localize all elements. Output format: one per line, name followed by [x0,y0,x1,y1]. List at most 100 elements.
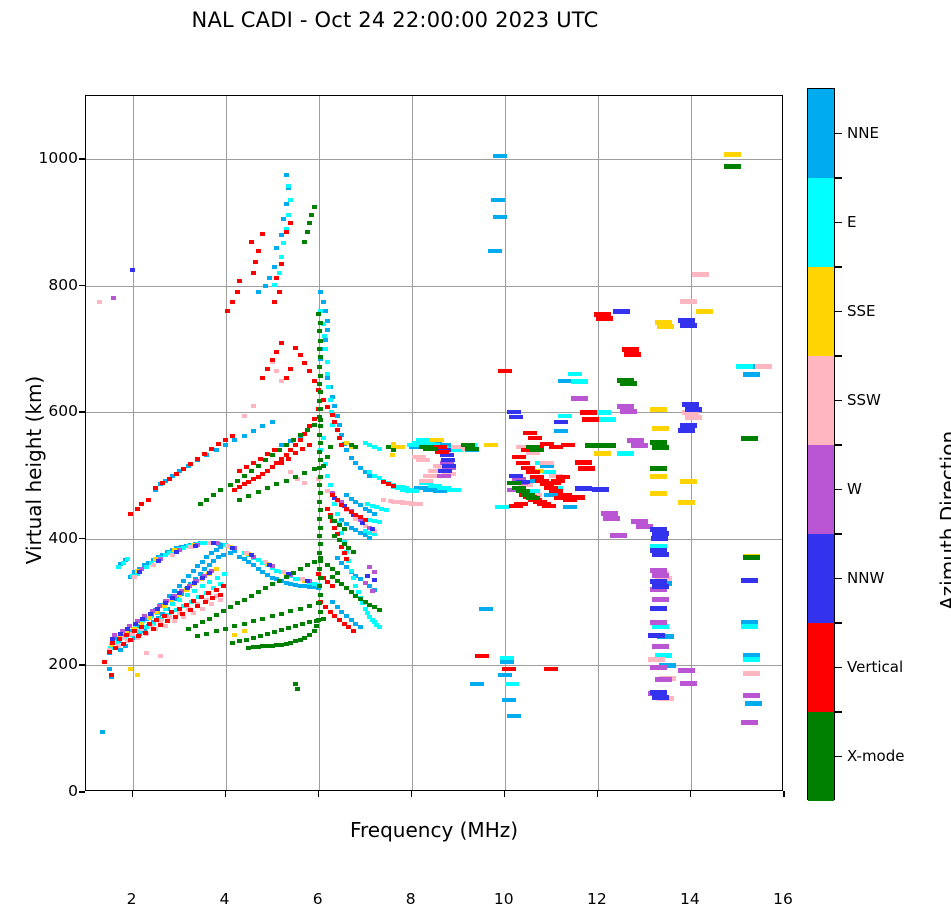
data-point [162,478,168,483]
data-point [317,432,323,437]
data-point [211,586,216,591]
data-point [348,617,354,622]
data-point [213,548,219,553]
data-point [125,557,131,562]
data-point [495,505,510,510]
data-point [283,574,289,579]
data-point [390,442,396,446]
data-point [302,584,308,589]
data-point [654,575,672,581]
data-point [619,408,637,414]
data-point [390,500,405,505]
data-point [346,625,352,630]
data-point [740,577,758,583]
data-point [334,413,340,418]
data-point [330,412,336,417]
data-point [580,409,598,415]
colorbar-band-x-mode[interactable] [808,712,834,801]
colorbar-band-sse[interactable] [808,267,834,356]
data-point [177,591,183,596]
colorbar-band-vertical[interactable] [808,623,834,712]
data-point [334,605,340,610]
y-tick-mark [79,284,85,287]
data-point [241,433,247,438]
data-point [131,626,137,631]
x-tick-label: 4 [219,890,230,908]
data-point [213,629,219,634]
colorbar-band-w[interactable] [808,445,834,534]
data-point [297,433,303,438]
colorbar-band-nne[interactable] [808,89,834,178]
data-point [441,466,456,471]
data-point [288,470,294,475]
data-point [278,261,284,266]
data-point [170,596,176,601]
data-point [306,620,312,625]
data-point [360,521,366,526]
data-point [344,586,350,591]
data-point [500,655,515,660]
data-point [202,452,208,457]
data-point [262,283,268,288]
data-point [577,465,595,471]
y-axis-label: Virtual height (km) [22,375,46,565]
colorbar-band-nnw[interactable] [808,534,834,623]
data-point [647,632,665,638]
data-point [330,492,336,497]
data-point [367,517,373,522]
data-point [181,603,187,608]
colorbar-label-e: E [847,212,857,231]
data-point [330,423,336,428]
data-point [304,230,310,235]
y-tick-label: 200 [48,655,78,674]
data-point [132,621,138,626]
data-point [157,603,163,608]
data-point [176,468,182,473]
data-point [353,573,359,578]
data-point [210,596,216,601]
data-point [320,299,326,304]
data-point [551,478,566,483]
colorbar-band-ssw[interactable] [808,356,834,445]
data-point [488,249,503,254]
data-point [207,571,213,576]
data-point [378,506,384,511]
data-point [507,481,522,486]
data-point [157,653,163,658]
data-point [120,635,126,640]
data-point [278,457,284,462]
data-point [302,635,308,640]
data-point [167,476,173,481]
colorbar-band-e[interactable] [808,178,834,267]
y-tick-mark [79,411,85,413]
data-point [281,569,287,574]
data-point [167,593,173,598]
data-point [553,495,568,500]
colorbar[interactable] [807,88,835,801]
data-point [434,449,449,454]
data-point [125,626,131,631]
data-point [188,462,194,467]
data-point [274,245,280,250]
data-point [260,424,266,429]
data-point [332,502,338,507]
data-point [278,378,284,383]
data-point [264,367,270,372]
data-point [367,470,373,475]
gridline-vertical [504,96,506,790]
data-point [334,555,340,560]
data-point [742,693,760,699]
data-point [740,623,758,629]
x-tick-mark [783,791,785,797]
data-point [206,541,212,546]
data-point [318,309,324,314]
data-point [325,372,331,377]
data-point [344,521,350,526]
data-point [318,339,324,344]
data-point [320,435,326,440]
data-point [562,505,577,510]
data-point [139,621,145,626]
data-point [376,476,382,481]
data-point [325,563,331,568]
data-point [297,638,303,643]
